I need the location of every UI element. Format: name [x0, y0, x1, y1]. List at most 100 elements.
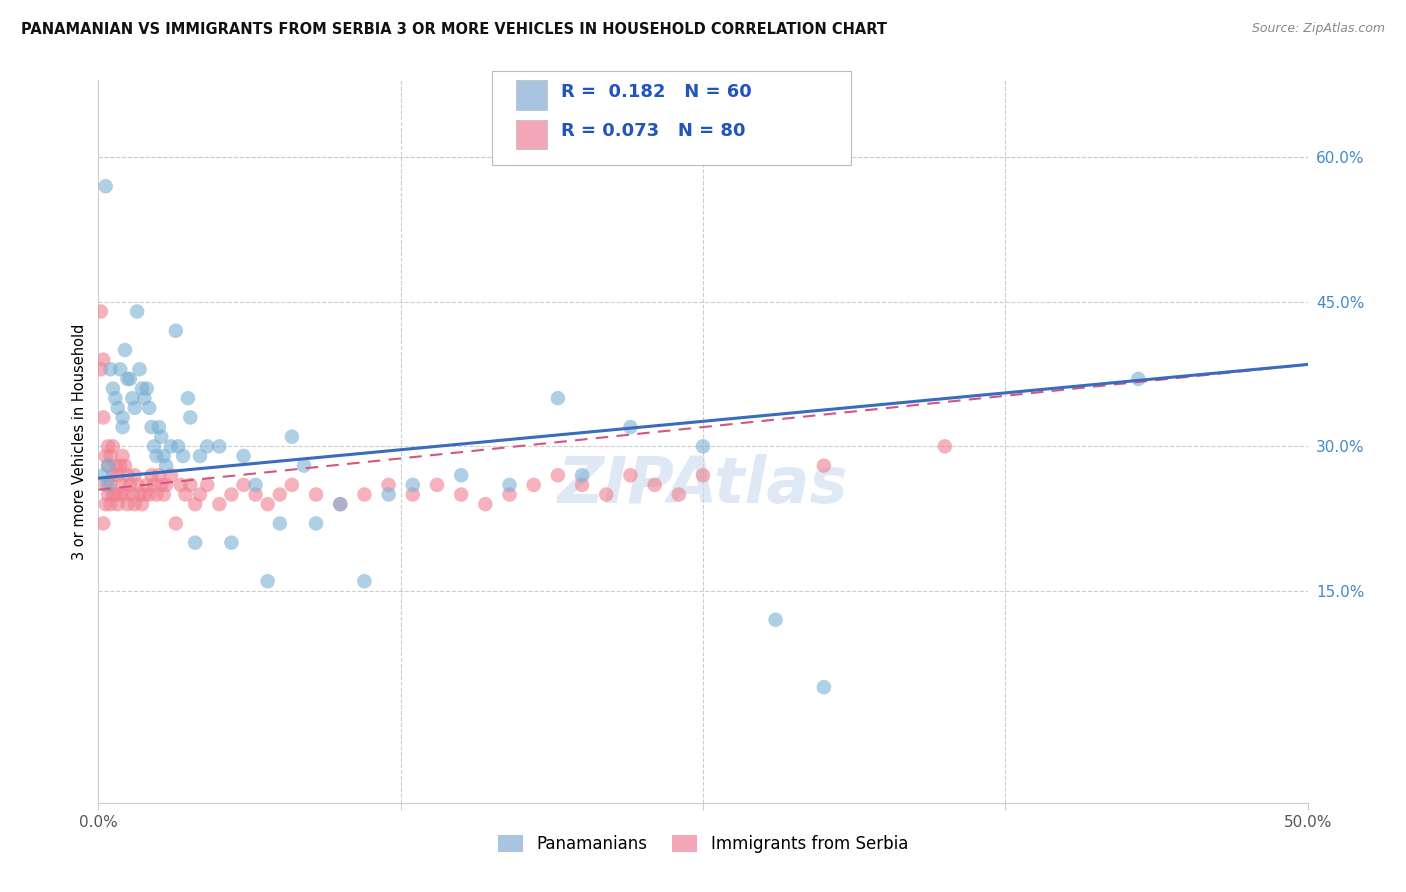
- Point: [450, 468, 472, 483]
- Point: [101, 468, 124, 483]
- Point: [107, 497, 129, 511]
- Point: [100, 449, 122, 463]
- Point: [232, 449, 254, 463]
- Point: [269, 487, 291, 501]
- Text: R =  0.182   N = 60: R = 0.182 N = 60: [561, 83, 752, 101]
- Point: [208, 497, 231, 511]
- Point: [595, 487, 617, 501]
- Point: [245, 478, 267, 492]
- Point: [127, 304, 149, 318]
- Point: [101, 487, 124, 501]
- Point: [353, 487, 375, 501]
- Point: [155, 458, 177, 473]
- Point: [94, 449, 117, 463]
- Point: [91, 516, 114, 531]
- Point: [160, 439, 183, 453]
- Point: [111, 420, 134, 434]
- Point: [135, 382, 157, 396]
- Point: [118, 478, 141, 492]
- Point: [104, 487, 127, 501]
- Point: [155, 478, 177, 492]
- Point: [402, 487, 425, 501]
- Point: [108, 458, 131, 473]
- Point: [134, 391, 156, 405]
- Point: [117, 497, 139, 511]
- Point: [108, 487, 131, 501]
- Point: [450, 487, 472, 501]
- Point: [668, 487, 690, 501]
- Point: [292, 458, 315, 473]
- Point: [104, 458, 127, 473]
- Point: [256, 497, 278, 511]
- Point: [97, 478, 120, 492]
- Point: [94, 478, 117, 492]
- Point: [208, 439, 231, 453]
- Point: [232, 478, 254, 492]
- Point: [184, 497, 207, 511]
- Point: [97, 458, 120, 473]
- Point: [547, 391, 569, 405]
- Point: [165, 516, 187, 531]
- Point: [305, 487, 328, 501]
- Point: [167, 439, 190, 453]
- Point: [141, 420, 163, 434]
- Point: [148, 420, 170, 434]
- Point: [90, 362, 112, 376]
- Point: [94, 497, 117, 511]
- Point: [619, 468, 641, 483]
- Point: [169, 478, 191, 492]
- Point: [152, 449, 174, 463]
- Point: [813, 458, 835, 473]
- Point: [377, 478, 399, 492]
- Point: [107, 468, 129, 483]
- Point: [101, 439, 124, 453]
- Point: [523, 478, 546, 492]
- Point: [571, 468, 593, 483]
- Point: [108, 362, 131, 376]
- Point: [117, 468, 139, 483]
- Point: [619, 420, 641, 434]
- Point: [692, 468, 714, 483]
- Point: [104, 391, 127, 405]
- Point: [145, 449, 167, 463]
- Point: [145, 487, 167, 501]
- Text: Source: ZipAtlas.com: Source: ZipAtlas.com: [1251, 22, 1385, 36]
- Point: [281, 430, 304, 444]
- Point: [402, 478, 425, 492]
- Point: [188, 487, 211, 501]
- Point: [195, 478, 218, 492]
- Point: [127, 478, 149, 492]
- Point: [1128, 372, 1150, 386]
- Point: [90, 304, 112, 318]
- Point: [91, 352, 114, 367]
- Point: [474, 497, 496, 511]
- Point: [281, 478, 304, 492]
- Point: [91, 468, 114, 483]
- Point: [934, 439, 956, 453]
- Point: [245, 487, 267, 501]
- Point: [765, 613, 787, 627]
- Point: [97, 487, 120, 501]
- Point: [117, 372, 139, 386]
- Point: [152, 487, 174, 501]
- Point: [221, 535, 243, 549]
- Point: [547, 468, 569, 483]
- Y-axis label: 3 or more Vehicles in Household: 3 or more Vehicles in Household: [72, 324, 87, 559]
- Point: [692, 439, 714, 453]
- Point: [138, 487, 160, 501]
- Point: [111, 410, 134, 425]
- Point: [138, 401, 160, 415]
- Point: [150, 478, 173, 492]
- Text: R = 0.073   N = 80: R = 0.073 N = 80: [561, 122, 745, 140]
- Point: [143, 439, 166, 453]
- Point: [184, 535, 207, 549]
- Point: [107, 401, 129, 415]
- Point: [100, 478, 122, 492]
- Point: [97, 439, 120, 453]
- Point: [644, 478, 666, 492]
- Text: PANAMANIAN VS IMMIGRANTS FROM SERBIA 3 OR MORE VEHICLES IN HOUSEHOLD CORRELATION: PANAMANIAN VS IMMIGRANTS FROM SERBIA 3 O…: [21, 22, 887, 37]
- Point: [111, 478, 134, 492]
- Point: [91, 410, 114, 425]
- Point: [100, 497, 122, 511]
- Point: [221, 487, 243, 501]
